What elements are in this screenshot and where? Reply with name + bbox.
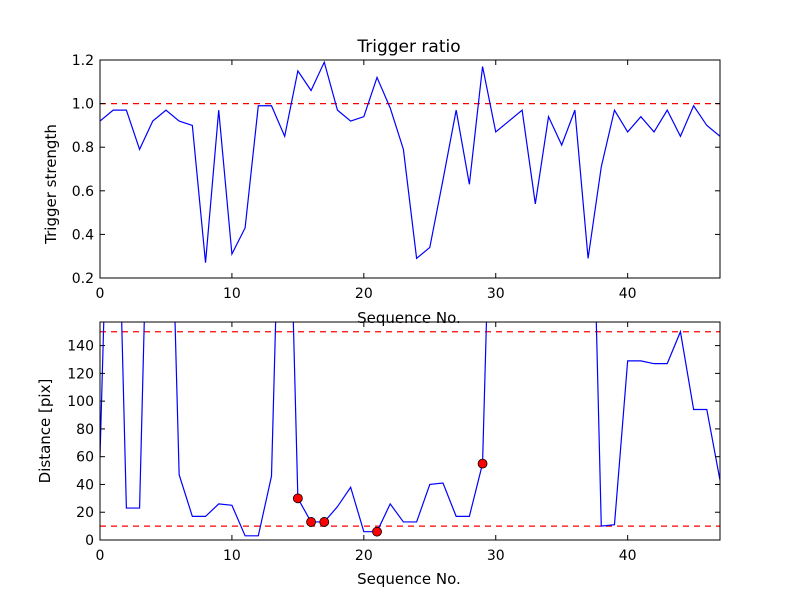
y-tick-label: 120 (67, 366, 94, 382)
plot-frame (99, 321, 721, 541)
x-axis-label: Sequence No. (357, 309, 461, 327)
data-point-marker (306, 517, 316, 527)
y-tick-label: 40 (76, 477, 94, 493)
y-tick-label: 60 (76, 450, 94, 466)
x-tick-label: 30 (487, 286, 505, 302)
x-tick-label: 0 (96, 286, 105, 302)
chart-title: Trigger ratio (356, 37, 460, 57)
x-tick-label: 10 (223, 548, 241, 564)
y-tick-label: 1.2 (72, 53, 94, 69)
y-axis-label: Trigger strength (42, 124, 60, 245)
data-point-marker (319, 517, 330, 527)
x-tick-label: 20 (355, 286, 373, 302)
y-tick-label: 80 (76, 422, 94, 438)
y-axis-ticks: 0 20 40 60 80 100 120 140 (67, 339, 720, 549)
data-point-marker (372, 526, 382, 537)
plot-clip (100, 322, 720, 537)
series-line (100, 322, 720, 537)
x-axis-ticks: 0 10 20 30 40 (96, 60, 637, 302)
x-tick-label: 0 (96, 548, 105, 564)
x-tick-label: 10 (223, 286, 241, 302)
x-axis-label: Sequence No. (357, 570, 461, 588)
x-tick-label: 40 (619, 286, 637, 302)
y-tick-label: 100 (67, 394, 94, 410)
plot-frame (99, 59, 721, 279)
x-axis-ticks: 0 10 20 30 40 (96, 322, 637, 564)
plot-area (100, 60, 720, 263)
y-tick-label: 0.8 (72, 140, 94, 156)
plot-clip (100, 60, 720, 263)
y-tick-label: 0 (85, 533, 94, 549)
x-tick-label: 20 (355, 548, 373, 564)
y-tick-label: 0.2 (72, 271, 94, 287)
y-tick-label: 0.6 (72, 184, 94, 200)
distance-chart: Sequence No. Distance [pix] 0 10 20 30 40 0 2… (36, 321, 721, 588)
data-point-marker (477, 458, 488, 469)
y-axis-label: Distance [pix] (36, 379, 54, 484)
y-tick-label: 1.0 (72, 97, 94, 113)
data-point-marker (292, 493, 303, 504)
y-tick-label: 20 (76, 505, 94, 521)
x-tick-label: 30 (487, 548, 505, 564)
y-axis-ticks: 0.2 0.4 0.6 0.8 1.0 1.2 (72, 53, 720, 287)
y-tick-label: 140 (67, 339, 94, 355)
y-tick-label: 0.4 (72, 227, 94, 243)
x-tick-label: 40 (619, 548, 637, 564)
plot-area (100, 322, 720, 537)
trigger-ratio-chart: Trigger ratio Sequence No. Trigger stren… (42, 37, 721, 327)
series-line (100, 60, 720, 263)
